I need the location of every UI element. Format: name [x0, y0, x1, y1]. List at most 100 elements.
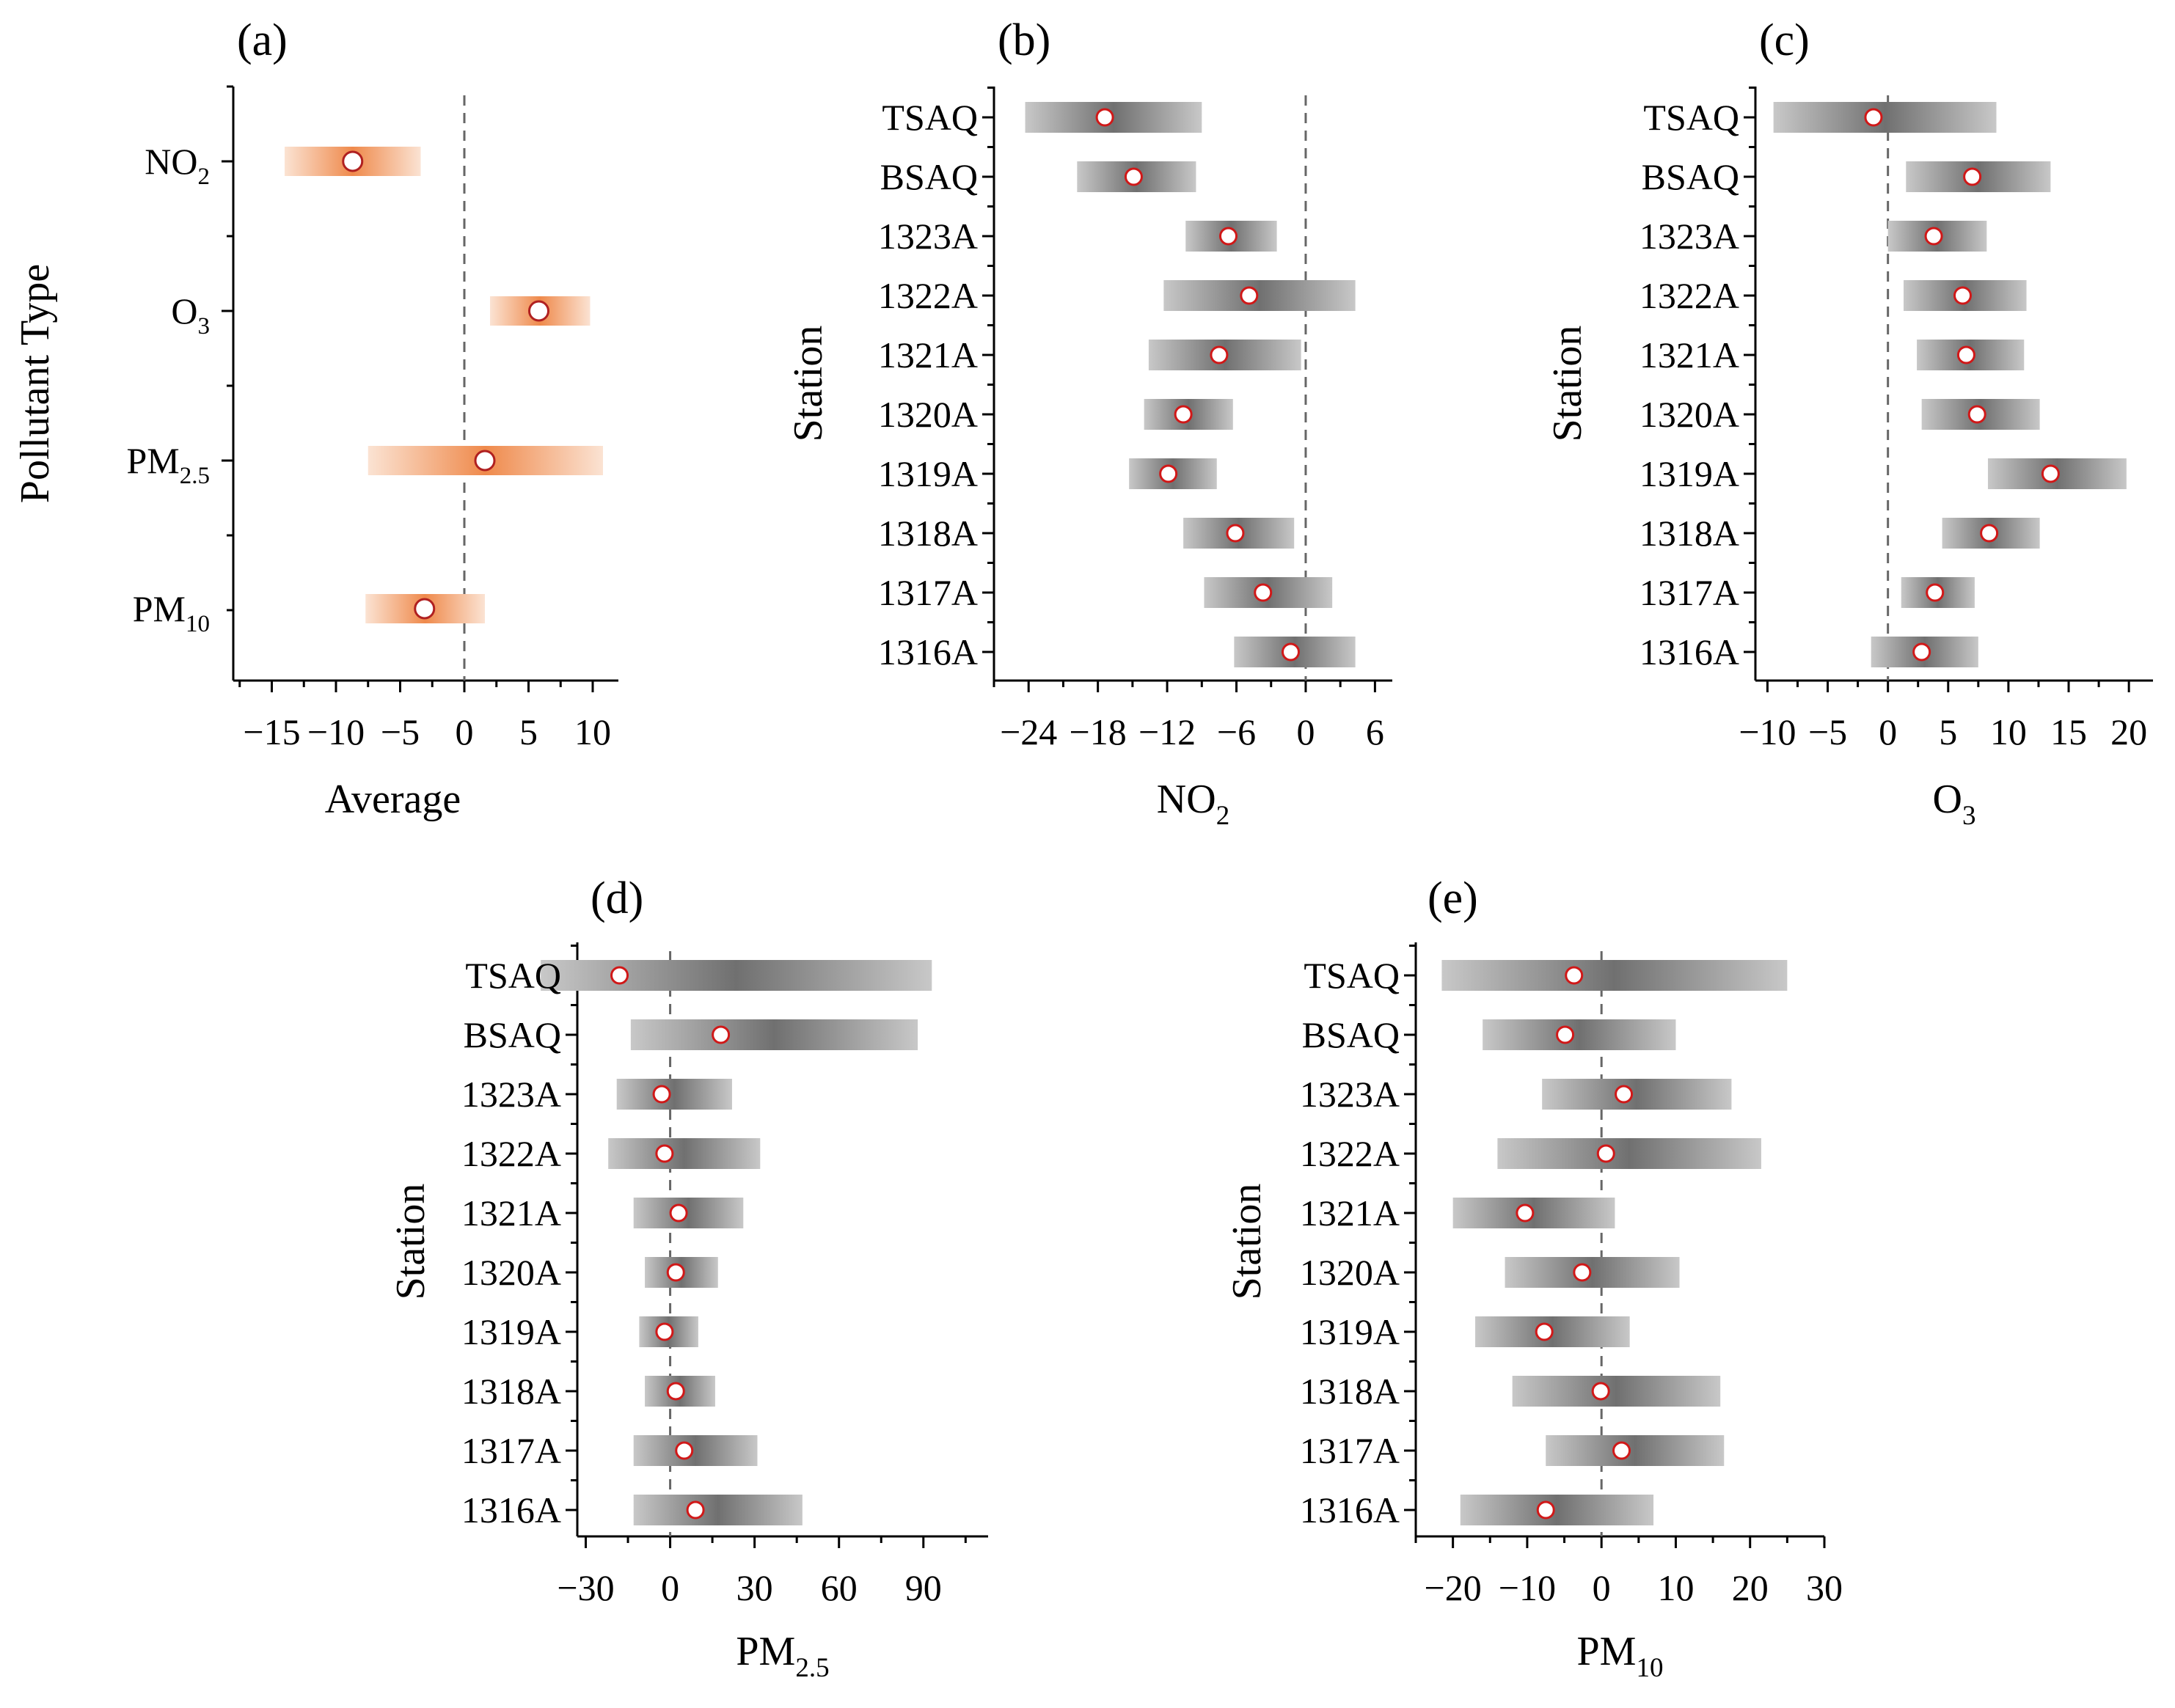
category-label: 1319A — [1640, 453, 1739, 494]
x-tick-label: 30 — [736, 1567, 773, 1608]
x-tick-label: −5 — [1808, 711, 1847, 752]
mean-marker — [655, 1322, 674, 1341]
mean-marker — [686, 1500, 705, 1520]
x-tick-label: −20 — [1425, 1567, 1482, 1608]
mean-marker — [1210, 345, 1229, 364]
category-label: 1319A — [1300, 1311, 1400, 1352]
mean-marker — [1953, 286, 1972, 305]
category-label: TSAQ — [882, 97, 978, 138]
category-label: 1323A — [1640, 216, 1739, 257]
category-label: TSAQ — [1304, 955, 1400, 996]
category-label: 1323A — [878, 216, 978, 257]
range-bar — [608, 1138, 761, 1169]
y-axis-title: Station — [1545, 326, 1590, 442]
x-axis-title: Average — [325, 777, 461, 822]
x-tick-label: 20 — [1732, 1567, 1769, 1608]
mean-marker — [712, 1025, 731, 1044]
category-label: BSAQ — [464, 1014, 561, 1055]
mean-marker — [1612, 1441, 1631, 1460]
mean-marker — [1591, 1382, 1610, 1401]
x-tick-label: −10 — [1499, 1567, 1556, 1608]
mean-marker — [414, 598, 436, 620]
range-bar — [1546, 1435, 1725, 1466]
x-axis-title: NO2 — [1157, 777, 1229, 831]
category-label: PM2.5 — [126, 440, 210, 489]
x-tick-label: 15 — [2050, 711, 2087, 752]
mean-marker — [1912, 642, 1931, 661]
mean-marker — [1596, 1144, 1615, 1163]
panel-label: (d) — [591, 873, 643, 923]
x-tick-label: 10 — [1990, 711, 2027, 752]
mean-marker — [1573, 1263, 1592, 1282]
category-label: TSAQ — [1643, 97, 1739, 138]
mean-marker — [1159, 464, 1178, 483]
x-tick-label: 20 — [2110, 711, 2147, 752]
mean-marker — [528, 300, 549, 322]
mean-marker — [1226, 524, 1245, 543]
y-axis-title: Station — [1224, 1184, 1270, 1300]
x-tick-label: 0 — [456, 711, 474, 752]
category-label: 1320A — [1300, 1252, 1400, 1293]
x-tick-label: −10 — [307, 711, 365, 752]
x-tick-label: 5 — [519, 711, 538, 752]
panel-a: (a) −15 −10 −5 0 5 10 NO2 O3 PM2.5 PM10 Average Poll… — [12, 15, 618, 822]
range-bar — [1773, 102, 1997, 133]
category-label: 1316A — [1300, 1489, 1400, 1531]
category-label: TSAQ — [465, 955, 561, 996]
category-label: 1320A — [1640, 394, 1739, 435]
category-label: 1317A — [1640, 572, 1739, 613]
range-bar — [633, 1495, 803, 1525]
mean-marker — [1967, 405, 1986, 424]
range-bar — [630, 1019, 918, 1050]
range-bar — [1505, 1257, 1680, 1288]
mean-marker — [1565, 966, 1584, 985]
x-tick-label: 5 — [1939, 711, 1957, 752]
category-label: PM10 — [133, 588, 210, 637]
category-label: BSAQ — [1302, 1014, 1400, 1055]
mean-marker — [1556, 1025, 1575, 1044]
category-label: 1316A — [1640, 631, 1739, 672]
x-axis-title: O3 — [1933, 777, 1976, 831]
y-axis-title: Pollutant Type — [12, 264, 58, 503]
range-bar — [1460, 1495, 1654, 1525]
x-tick-label: 60 — [821, 1567, 858, 1608]
x-tick-label: 0 — [1879, 711, 1897, 752]
mean-marker — [1174, 405, 1193, 424]
category-label: 1319A — [461, 1311, 561, 1352]
category-label: 1316A — [878, 631, 978, 672]
mean-marker — [342, 150, 364, 172]
category-label: 1318A — [461, 1371, 561, 1412]
mean-marker — [1924, 227, 1943, 246]
x-tick-label: 0 — [1296, 711, 1315, 752]
panel-label: (a) — [237, 15, 288, 65]
y-axis-title: Station — [786, 326, 831, 442]
category-label: 1320A — [878, 394, 978, 435]
range-bar — [1512, 1376, 1721, 1407]
x-tick-label: −30 — [557, 1567, 614, 1608]
mean-marker — [1281, 642, 1300, 661]
category-label: 1323A — [1300, 1074, 1400, 1115]
category-label: NO2 — [145, 141, 210, 190]
category-label: 1319A — [878, 453, 978, 494]
category-label: 1322A — [461, 1133, 561, 1174]
panel-e: (e) −20 −10 0 10 20 30 TSAQ BSAQ 1323A 1322A 1321A 1… — [1224, 873, 1843, 1683]
category-label: 1318A — [1640, 513, 1739, 554]
mean-marker — [655, 1144, 674, 1163]
range-bar — [1441, 960, 1788, 991]
panel-d: (d) −30 0 30 60 90 TSAQ BSAQ 1323A 1322A 1321A 1320… — [388, 873, 988, 1683]
x-tick-label: 0 — [661, 1567, 679, 1608]
category-label: 1316A — [461, 1489, 561, 1531]
mean-marker — [610, 966, 629, 985]
range-bar — [1497, 1138, 1761, 1169]
category-label: 1318A — [1300, 1371, 1400, 1412]
mean-marker — [1615, 1085, 1634, 1104]
mean-marker — [474, 450, 496, 472]
range-bar — [616, 1079, 732, 1110]
range-bar — [1483, 1019, 1676, 1050]
category-label: 1321A — [1300, 1192, 1400, 1234]
category-label: BSAQ — [880, 156, 978, 197]
x-tick-label: 10 — [574, 711, 611, 752]
panel-label: (e) — [1428, 873, 1478, 923]
y-axis-title: Station — [388, 1184, 434, 1300]
category-label: 1317A — [1300, 1430, 1400, 1471]
